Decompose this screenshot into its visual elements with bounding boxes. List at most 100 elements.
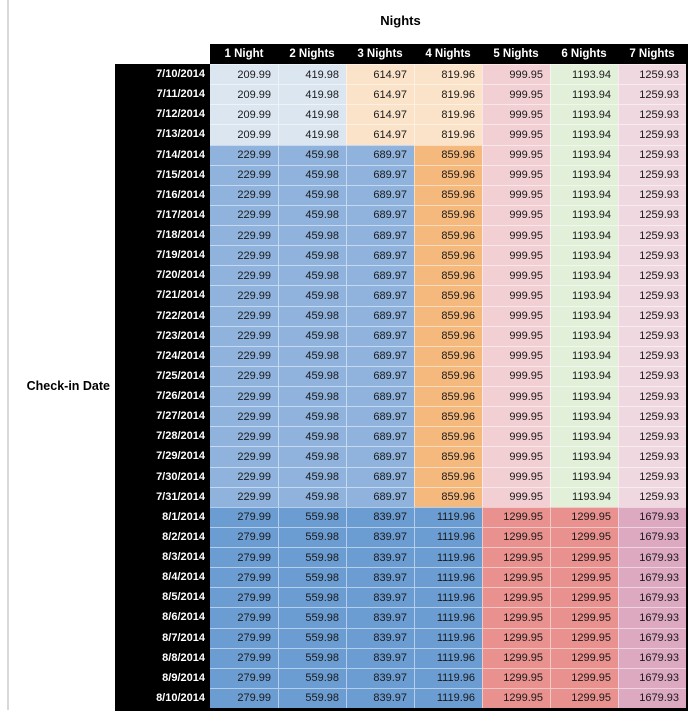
date-cell[interactable]: 7/25/2014	[115, 365, 210, 386]
price-cell[interactable]: 229.99	[210, 386, 278, 407]
price-cell[interactable]: 419.98	[278, 84, 346, 105]
price-cell[interactable]: 1259.93	[618, 365, 686, 386]
price-cell[interactable]: 1193.94	[550, 305, 618, 326]
price-cell[interactable]: 419.98	[278, 104, 346, 125]
price-cell[interactable]: 1193.94	[550, 386, 618, 407]
price-cell[interactable]: 279.99	[210, 647, 278, 668]
price-cell[interactable]: 229.99	[210, 406, 278, 427]
price-cell[interactable]: 689.97	[346, 466, 414, 487]
price-cell[interactable]: 209.99	[210, 124, 278, 145]
price-cell[interactable]: 1193.94	[550, 446, 618, 467]
price-cell[interactable]: 1679.93	[618, 587, 686, 608]
price-cell[interactable]: 1299.95	[550, 526, 618, 547]
price-cell[interactable]: 1679.93	[618, 647, 686, 668]
price-cell[interactable]: 229.99	[210, 345, 278, 366]
price-cell[interactable]: 999.95	[482, 164, 550, 185]
price-cell[interactable]: 419.98	[278, 124, 346, 145]
price-cell[interactable]: 459.98	[278, 426, 346, 447]
date-cell[interactable]: 7/29/2014	[115, 446, 210, 467]
price-cell[interactable]: 559.98	[278, 587, 346, 608]
price-cell[interactable]: 459.98	[278, 245, 346, 266]
price-cell[interactable]: 1299.95	[550, 567, 618, 588]
price-cell[interactable]: 1259.93	[618, 406, 686, 427]
price-cell[interactable]: 859.96	[414, 225, 482, 246]
price-cell[interactable]: 209.99	[210, 104, 278, 125]
price-cell[interactable]: 1193.94	[550, 104, 618, 125]
price-cell[interactable]: 839.97	[346, 627, 414, 648]
price-cell[interactable]: 1299.95	[482, 567, 550, 588]
price-cell[interactable]: 859.96	[414, 305, 482, 326]
price-cell[interactable]: 1299.95	[482, 506, 550, 527]
price-cell[interactable]: 859.96	[414, 426, 482, 447]
price-cell[interactable]: 1193.94	[550, 124, 618, 145]
price-cell[interactable]: 1259.93	[618, 345, 686, 366]
price-cell[interactable]: 1299.95	[550, 506, 618, 527]
price-cell[interactable]: 819.96	[414, 104, 482, 125]
price-cell[interactable]: 1299.95	[482, 687, 550, 708]
column-header-cell[interactable]: 3 Nights	[346, 44, 414, 64]
price-cell[interactable]: 614.97	[346, 104, 414, 125]
price-cell[interactable]: 459.98	[278, 265, 346, 286]
price-cell[interactable]: 999.95	[482, 204, 550, 225]
price-cell[interactable]: 689.97	[346, 184, 414, 205]
price-cell[interactable]: 1119.96	[414, 687, 482, 708]
price-cell[interactable]: 229.99	[210, 466, 278, 487]
price-cell[interactable]: 1299.95	[482, 667, 550, 688]
price-cell[interactable]: 689.97	[346, 325, 414, 346]
price-cell[interactable]: 459.98	[278, 325, 346, 346]
price-cell[interactable]: 1119.96	[414, 587, 482, 608]
price-cell[interactable]: 999.95	[482, 426, 550, 447]
price-cell[interactable]: 209.99	[210, 64, 278, 85]
price-cell[interactable]: 839.97	[346, 587, 414, 608]
price-cell[interactable]: 839.97	[346, 567, 414, 588]
price-cell[interactable]: 839.97	[346, 506, 414, 527]
price-cell[interactable]: 1193.94	[550, 325, 618, 346]
price-cell[interactable]: 1299.95	[550, 607, 618, 628]
price-cell[interactable]: 999.95	[482, 225, 550, 246]
price-cell[interactable]: 1259.93	[618, 144, 686, 165]
price-cell[interactable]: 1299.95	[550, 667, 618, 688]
date-cell[interactable]: 7/31/2014	[115, 486, 210, 507]
date-cell[interactable]: 8/9/2014	[115, 667, 210, 688]
price-cell[interactable]: 999.95	[482, 84, 550, 105]
column-header-cell[interactable]: 7 Nights	[618, 44, 686, 64]
price-cell[interactable]: 859.96	[414, 365, 482, 386]
price-cell[interactable]: 1299.95	[550, 547, 618, 568]
price-cell[interactable]: 859.96	[414, 486, 482, 507]
price-cell[interactable]: 229.99	[210, 365, 278, 386]
price-cell[interactable]: 1259.93	[618, 386, 686, 407]
price-cell[interactable]: 999.95	[482, 386, 550, 407]
price-cell[interactable]: 1119.96	[414, 506, 482, 527]
price-cell[interactable]: 1119.96	[414, 607, 482, 628]
price-cell[interactable]: 1299.95	[550, 647, 618, 668]
price-cell[interactable]: 819.96	[414, 84, 482, 105]
price-cell[interactable]: 689.97	[346, 406, 414, 427]
price-cell[interactable]: 1193.94	[550, 285, 618, 306]
date-cell[interactable]: 7/19/2014	[115, 245, 210, 266]
price-cell[interactable]: 999.95	[482, 265, 550, 286]
price-cell[interactable]: 614.97	[346, 84, 414, 105]
date-cell[interactable]: 7/12/2014	[115, 104, 210, 125]
date-cell[interactable]: 7/27/2014	[115, 406, 210, 427]
price-cell[interactable]: 859.96	[414, 265, 482, 286]
price-cell[interactable]: 1259.93	[618, 225, 686, 246]
price-cell[interactable]: 1193.94	[550, 184, 618, 205]
price-cell[interactable]: 859.96	[414, 446, 482, 467]
price-cell[interactable]: 999.95	[482, 144, 550, 165]
price-cell[interactable]: 279.99	[210, 687, 278, 708]
date-cell[interactable]: 7/24/2014	[115, 345, 210, 366]
price-cell[interactable]: 1259.93	[618, 446, 686, 467]
price-cell[interactable]: 1193.94	[550, 225, 618, 246]
price-cell[interactable]: 459.98	[278, 446, 346, 467]
price-cell[interactable]: 459.98	[278, 486, 346, 507]
price-cell[interactable]: 279.99	[210, 607, 278, 628]
price-cell[interactable]: 459.98	[278, 345, 346, 366]
date-cell[interactable]: 8/5/2014	[115, 587, 210, 608]
price-cell[interactable]: 229.99	[210, 486, 278, 507]
price-cell[interactable]: 459.98	[278, 225, 346, 246]
price-cell[interactable]: 689.97	[346, 446, 414, 467]
price-cell[interactable]: 559.98	[278, 567, 346, 588]
price-cell[interactable]: 1259.93	[618, 64, 686, 85]
price-cell[interactable]: 279.99	[210, 547, 278, 568]
price-cell[interactable]: 819.96	[414, 124, 482, 145]
